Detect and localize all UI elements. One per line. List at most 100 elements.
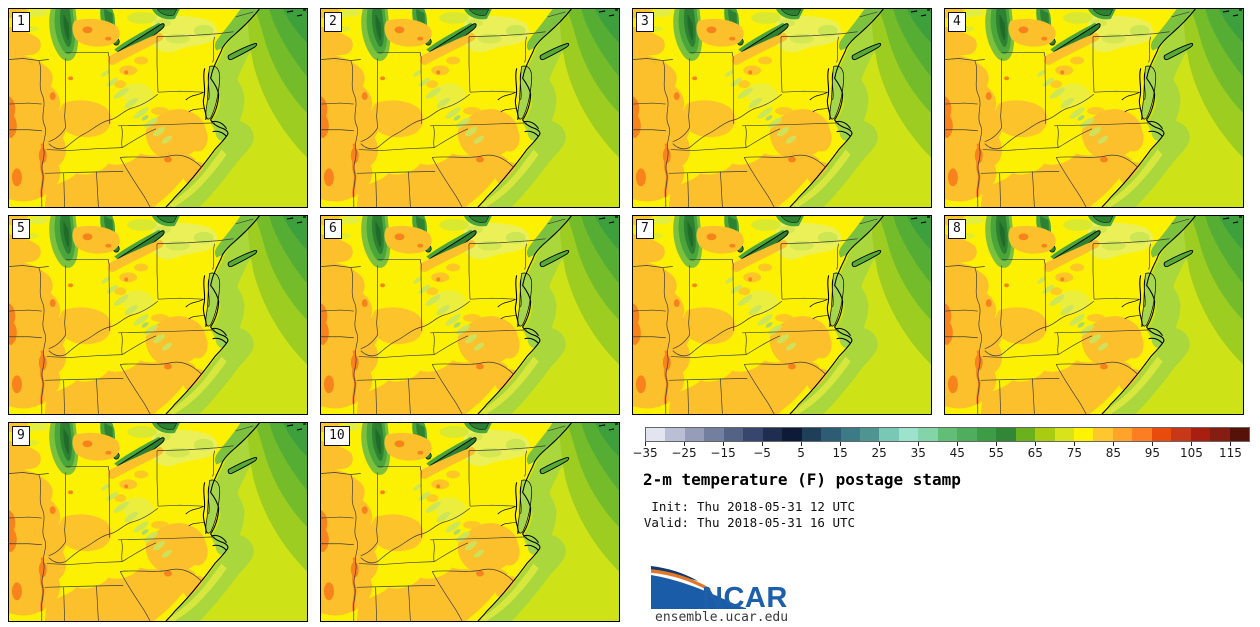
colorbar-tick xyxy=(1230,442,1232,446)
colorbar-segment xyxy=(1229,428,1250,441)
member-number-label: 7 xyxy=(636,219,654,239)
colorbar-segment xyxy=(957,428,977,441)
colorbar-segment xyxy=(840,428,860,441)
colorbar-tick xyxy=(879,442,881,446)
colorbar-tick xyxy=(684,442,686,446)
colorbar-tick xyxy=(801,442,803,446)
colorbar-segment xyxy=(1151,428,1172,441)
ncar-logo: NCAR xyxy=(650,566,788,610)
init-label: Init: xyxy=(651,499,689,514)
colorbar-tick-label: 75 xyxy=(1066,446,1082,460)
temperature-map xyxy=(9,216,307,414)
member-number-label: 2 xyxy=(324,12,342,32)
colorbar-segment xyxy=(937,428,958,441)
temperature-map xyxy=(9,9,307,207)
colorbar-tick xyxy=(1113,442,1115,446)
colorbar-segment xyxy=(976,428,997,441)
colorbar-segment xyxy=(704,428,724,441)
colorbar-tick-label: 115 xyxy=(1219,446,1242,460)
colorbar-segment xyxy=(1054,428,1074,441)
ncar-swoosh-icon xyxy=(650,566,746,609)
colorbar-segment xyxy=(1035,428,1055,441)
colorbar-segment xyxy=(1015,428,1036,441)
colorbar-segment xyxy=(684,428,705,441)
forecast-map-panel: 7 xyxy=(632,215,932,415)
colorbar-segment xyxy=(1132,428,1152,441)
ncar-logo-text: NCAR xyxy=(702,582,788,610)
colorbar-tick-label: 15 xyxy=(832,446,848,460)
colorbar-segment xyxy=(1210,428,1230,441)
member-number-label: 6 xyxy=(324,219,342,239)
member-number-label: 9 xyxy=(12,426,30,446)
member-number-label: 3 xyxy=(636,12,654,32)
colorbar-segment xyxy=(665,428,685,441)
member-number-label: 8 xyxy=(948,219,966,239)
forecast-map-panel: 1 xyxy=(8,8,308,208)
colorbar-segment xyxy=(801,428,822,441)
colorbar-tick-label: −35 xyxy=(632,446,658,460)
forecast-map-panel: 10 xyxy=(320,422,620,622)
colorbar-tick-label: 25 xyxy=(871,446,887,460)
colorbar-segment xyxy=(1190,428,1211,441)
member-number-label: 10 xyxy=(324,426,350,446)
colorbar-segment xyxy=(859,428,880,441)
colorbar-segment xyxy=(782,428,802,441)
colorbar-tick-label: 65 xyxy=(1027,446,1043,460)
temperature-map xyxy=(321,216,619,414)
temperature-map xyxy=(945,216,1243,414)
colorbar-tick xyxy=(1074,442,1076,446)
colorbar-tick xyxy=(1191,442,1193,446)
colorbar-segment xyxy=(918,428,938,441)
colorbar-tick-label: 105 xyxy=(1179,446,1203,460)
colorbar-segment xyxy=(879,428,899,441)
colorbar-segment xyxy=(996,428,1016,441)
plot-title: 2-m temperature (F) postage stamp xyxy=(643,470,961,489)
colorbar-tick-label: 55 xyxy=(988,446,1004,460)
init-value: Thu 2018-05-31 12 UTC xyxy=(697,499,856,514)
forecast-map-panel: 4 xyxy=(944,8,1244,208)
colorbar-tick-label: 5 xyxy=(797,446,805,460)
colorbar-segment xyxy=(723,428,744,441)
colorbar-segment xyxy=(1073,428,1094,441)
forecast-map-panel: 9 xyxy=(8,422,308,622)
colorbar-tick xyxy=(1152,442,1154,446)
temperature-colorbar xyxy=(645,427,1250,442)
temperature-map xyxy=(945,9,1243,207)
colorbar-tick xyxy=(957,442,959,446)
site-url: ensemble.ucar.edu xyxy=(655,610,789,625)
colorbar-tick-label: 45 xyxy=(949,446,965,460)
colorbar-tick xyxy=(840,442,842,446)
colorbar-tick-label: 35 xyxy=(910,446,926,460)
colorbar-tick xyxy=(918,442,920,446)
colorbar-tick-label: −5 xyxy=(753,446,771,460)
colorbar-tick-label: 95 xyxy=(1144,446,1161,460)
colorbar-tick xyxy=(645,442,646,446)
colorbar-tick-label: −15 xyxy=(710,446,736,460)
valid-label: Valid: xyxy=(643,514,689,530)
colorbar-segment xyxy=(743,428,763,441)
colorbar-segment xyxy=(821,428,841,441)
temperature-map xyxy=(321,9,619,207)
temperature-map xyxy=(633,9,931,207)
colorbar-tick-label: −25 xyxy=(671,446,697,460)
forecast-map-panel: 3 xyxy=(632,8,932,208)
valid-time-row: Valid: Thu 2018-05-31 16 UTC xyxy=(643,515,855,530)
member-number-label: 1 xyxy=(12,12,30,32)
colorbar-tick xyxy=(723,442,725,446)
forecast-map-panel: 6 xyxy=(320,215,620,415)
member-number-label: 4 xyxy=(948,12,966,32)
temperature-map xyxy=(9,423,307,621)
colorbar-tick xyxy=(762,442,764,446)
valid-value: Thu 2018-05-31 16 UTC xyxy=(697,514,856,530)
forecast-map-panel: 5 xyxy=(8,215,308,415)
temperature-map xyxy=(321,423,619,621)
temperature-map xyxy=(633,216,931,414)
init-time-row: Init: Thu 2018-05-31 12 UTC xyxy=(643,499,855,514)
colorbar-segment xyxy=(898,428,919,441)
forecast-map-panel: 2 xyxy=(320,8,620,208)
colorbar-segment xyxy=(1093,428,1113,441)
colorbar-segment xyxy=(1112,428,1133,441)
member-number-label: 5 xyxy=(12,219,30,239)
colorbar-segment xyxy=(1171,428,1191,441)
